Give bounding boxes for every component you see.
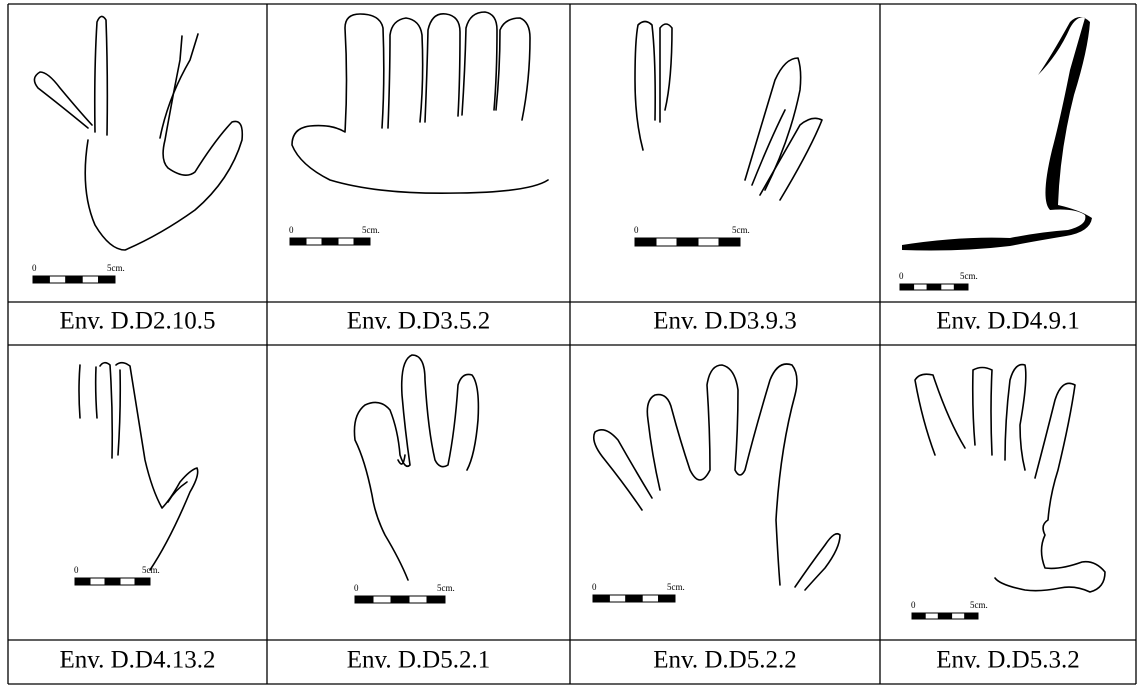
scale-segment [408,595,428,604]
panel-caption: Env. D.D5.2.2 [653,647,797,674]
scale-segment [641,594,660,603]
scale-start: 0 [74,565,79,575]
scale-bar: 0 5cm. [74,565,160,586]
scale-bar: 0 5cm. [592,582,685,603]
hand-drawing [592,363,841,591]
table-grid [7,3,1137,685]
scale-segment [718,237,741,247]
scale-bar: 0 5cm. [32,263,125,284]
scale-segment [337,237,355,246]
hand-drawing [33,15,244,251]
scale-segment [625,594,643,603]
scale-start: 0 [634,225,639,235]
scale-segment [913,283,928,291]
scale-segment [134,577,151,586]
scale-segment [32,275,50,284]
scale-segment [321,237,339,246]
scale-segment [953,283,969,291]
hand-drawing [353,354,480,581]
scale-bar: 0 5cm. [899,271,978,291]
scale-segment [98,275,116,284]
scale-segment [924,612,939,620]
scale-segment [676,237,699,247]
scale-segment [81,275,100,284]
scale-segment [74,577,91,586]
scale-segment [104,577,121,586]
scale-segment [608,594,627,603]
scale-bars: 0 5cm. 0 5cm. 0 5cm. 0 5cm. 0 5cm. 0 5cm. 0 5cm. 0 5cm. [32,225,988,620]
scale-segment [119,577,136,586]
scale-segment [899,283,915,291]
scale-segment [426,595,446,604]
scale-segment [634,237,657,247]
scale-end: 5cm. [970,600,988,610]
scale-end: 5cm. [142,565,160,575]
hand-drawing [78,361,199,571]
scale-segment [65,275,83,284]
panel-caption: Env. D.D5.2.1 [347,647,491,674]
scale-start: 0 [354,583,359,593]
scale-bar: 0 5cm. [634,225,750,247]
scale-end: 5cm. [732,225,750,235]
panel-caption: Env. D.D4.13.2 [59,647,215,674]
scale-segment [305,237,323,246]
scale-end: 5cm. [107,263,125,273]
scale-bar: 0 5cm. [354,583,455,604]
panel-caption: Env. D.D3.5.2 [347,308,491,335]
hand-drawing [291,11,549,195]
scale-segment [697,237,720,247]
scale-segment [390,595,410,604]
hand-drawing [634,20,823,201]
scale-bar: 0 5cm. [289,225,380,246]
scale-end: 5cm. [667,582,685,592]
scale-segment [951,612,966,620]
scale-segment [289,237,307,246]
scale-segment [89,577,106,586]
scale-segment [926,283,942,291]
scale-segment [940,283,955,291]
scale-segment [353,237,371,246]
hand-drawing [902,17,1092,251]
scale-bar: 0 5cm. [911,600,988,620]
scale-start: 0 [289,225,294,235]
scale-segment [354,595,374,604]
panel-caption: Env. D.D5.3.2 [936,647,1080,674]
scale-segment [658,594,676,603]
scale-segment [911,612,926,620]
scale-start: 0 [592,582,597,592]
panel-caption: Env. D.D4.9.1 [936,308,1080,335]
panel-caption: Env. D.D3.9.3 [653,308,797,335]
scale-segment [964,612,979,620]
scale-segment [48,275,67,284]
scale-start: 0 [911,600,916,610]
scale-segment [372,595,392,604]
scale-start: 0 [899,271,904,281]
scale-end: 5cm. [362,225,380,235]
captions: Env. D.D2.10.5 Env. D.D3.5.2 Env. D.D3.9.3… [59,308,1079,674]
scale-segment [937,612,953,620]
scale-segment [655,237,678,247]
scale-end: 5cm. [437,583,455,593]
hand-drawing [914,363,1106,593]
scale-segment [592,594,610,603]
scale-end: 5cm. [960,271,978,281]
panel-caption: Env. D.D2.10.5 [59,308,215,335]
scale-start: 0 [32,263,37,273]
